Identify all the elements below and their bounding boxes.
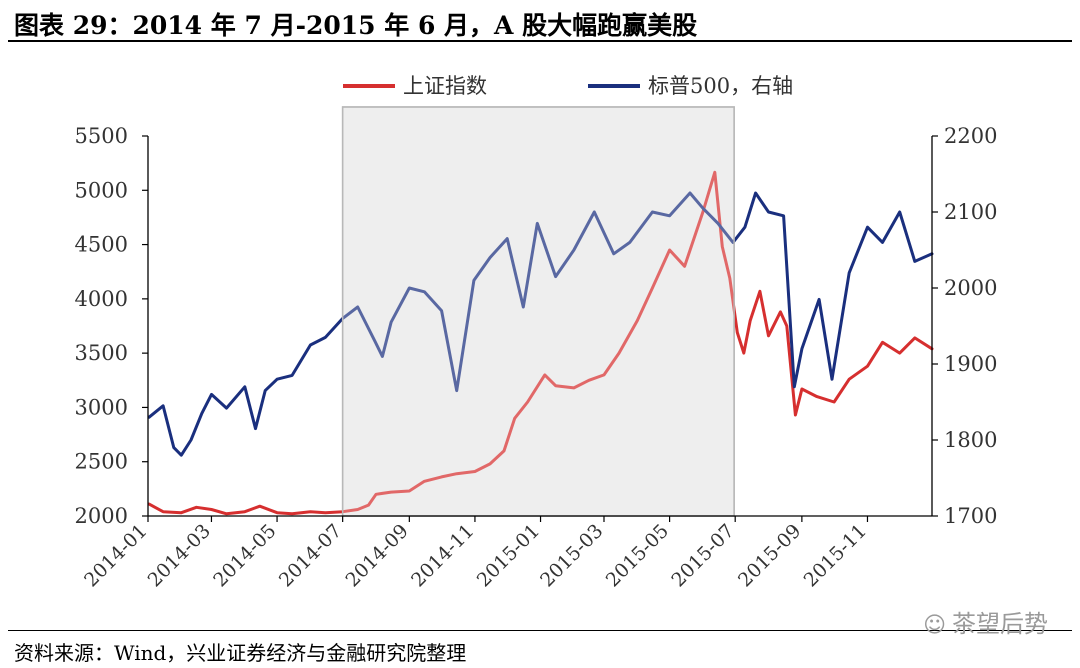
y-left-tick-label: 2500 bbox=[75, 450, 128, 474]
wechat-icon: ☺ bbox=[923, 613, 946, 638]
source-note: 资料来源：Wind，兴业证券经济与金融研究院整理 bbox=[14, 641, 467, 665]
x-tick-label: 2015-01 bbox=[473, 520, 544, 591]
y-left-tick-label: 4000 bbox=[75, 287, 128, 311]
x-tick-label: 2014-01 bbox=[80, 520, 151, 591]
y-left-tick-label: 3500 bbox=[75, 341, 128, 365]
y-right-tick-label: 2100 bbox=[944, 200, 997, 224]
series-line-sp500 bbox=[147, 191, 934, 457]
highlight-region bbox=[341, 106, 735, 517]
footer-divider bbox=[8, 630, 1072, 631]
y-left-tick-label: 2000 bbox=[75, 504, 128, 528]
y-left-tick-label: 5500 bbox=[75, 124, 128, 148]
y-left-tick-label: 4500 bbox=[75, 233, 128, 257]
watermark-text: 茶望后势 bbox=[952, 610, 1048, 638]
x-tick-label: 2014-11 bbox=[407, 520, 478, 591]
x-tick-label: 2015-03 bbox=[536, 520, 607, 591]
x-tick-label: 2014-03 bbox=[144, 520, 215, 591]
x-tick-label: 2014-07 bbox=[275, 520, 346, 591]
page-title: 图表 29：2014 年 7 月-2015 年 6 月，A 股大幅跑赢美股 bbox=[14, 11, 698, 40]
x-tick-label: 2015-05 bbox=[602, 520, 673, 591]
title-divider bbox=[8, 40, 1072, 42]
y-right-tick-label: 1900 bbox=[944, 352, 997, 376]
legend-label-0: 上证指数 bbox=[403, 74, 487, 98]
y-right-tick-label: 1700 bbox=[944, 504, 997, 528]
series-line-shanghai bbox=[147, 170, 934, 516]
x-tick-label: 2014-05 bbox=[209, 520, 280, 591]
legend-label-1: 标普500，右轴 bbox=[648, 74, 793, 98]
highlight-overlay bbox=[341, 106, 735, 517]
x-tick-label: 2015-11 bbox=[800, 520, 871, 591]
y-left-tick-label: 5000 bbox=[75, 178, 128, 202]
x-tick-label: 2014-09 bbox=[341, 520, 412, 591]
watermark: ☺ 茶望后势 bbox=[923, 604, 1048, 639]
y-left-tick-label: 3000 bbox=[75, 395, 128, 419]
x-tick-label: 2015-07 bbox=[667, 520, 738, 591]
x-tick-label: 2015-09 bbox=[734, 520, 805, 591]
y-right-tick-label: 2200 bbox=[944, 124, 997, 148]
y-right-tick-label: 2000 bbox=[944, 276, 997, 300]
y-right-tick-label: 1800 bbox=[944, 428, 997, 452]
